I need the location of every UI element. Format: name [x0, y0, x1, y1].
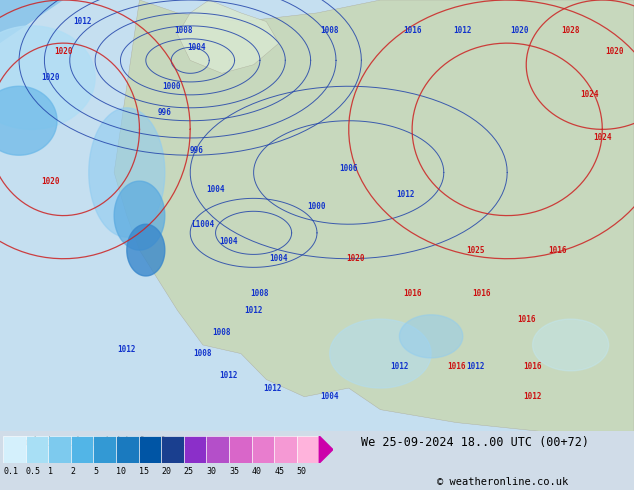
Text: 2: 2	[71, 467, 76, 476]
Text: 1012: 1012	[523, 392, 542, 401]
Text: 1012: 1012	[390, 362, 409, 371]
Bar	[93, 436, 116, 463]
Text: Precipitation (6h) [mm] ECMWF: Precipitation (6h) [mm] ECMWF	[3, 436, 210, 449]
Bar	[3, 436, 26, 463]
Polygon shape	[320, 436, 333, 463]
Text: 1020: 1020	[41, 176, 60, 186]
Text: 996: 996	[190, 147, 204, 155]
Text: 1008: 1008	[250, 289, 269, 298]
Bar	[207, 436, 229, 463]
Text: 1012: 1012	[117, 345, 136, 354]
Text: 1016: 1016	[548, 245, 567, 255]
Polygon shape	[0, 0, 63, 43]
Bar	[229, 436, 252, 463]
Text: 1012: 1012	[219, 370, 238, 380]
Text: We 25-09-2024 18..00 UTC (00+72): We 25-09-2024 18..00 UTC (00+72)	[361, 436, 590, 449]
Polygon shape	[89, 108, 165, 237]
Text: 1025: 1025	[466, 245, 485, 255]
Text: 15: 15	[139, 467, 148, 476]
Text: 1004: 1004	[206, 185, 225, 194]
Text: 1016: 1016	[447, 362, 466, 371]
Text: 1004: 1004	[320, 392, 339, 401]
Text: 1016: 1016	[403, 289, 422, 298]
Bar	[184, 436, 207, 463]
Text: 1008: 1008	[212, 327, 231, 337]
Text: 1012: 1012	[453, 25, 472, 35]
Text: 1012: 1012	[244, 306, 263, 315]
Text: 1020: 1020	[41, 73, 60, 82]
Text: 1012: 1012	[263, 384, 282, 392]
Text: 1008: 1008	[174, 25, 193, 35]
Bar	[161, 436, 184, 463]
Text: 40: 40	[252, 467, 262, 476]
Text: 1016: 1016	[403, 25, 422, 35]
Bar	[116, 436, 139, 463]
Text: 1016: 1016	[517, 315, 536, 323]
Text: 996: 996	[158, 108, 172, 117]
Bar	[252, 436, 274, 463]
Bar	[71, 436, 93, 463]
Polygon shape	[533, 319, 609, 371]
Text: 1024: 1024	[580, 90, 599, 99]
Bar	[26, 436, 48, 463]
Text: 1: 1	[48, 467, 53, 476]
Text: 30: 30	[207, 467, 216, 476]
Bar	[139, 436, 161, 463]
Text: 1020: 1020	[605, 47, 624, 56]
Text: 1024: 1024	[593, 133, 612, 143]
Text: 1000: 1000	[307, 202, 327, 212]
Text: 0.5: 0.5	[26, 467, 41, 476]
Text: L1004: L1004	[191, 220, 214, 229]
Text: 1016: 1016	[472, 289, 491, 298]
Text: 1012: 1012	[73, 17, 92, 26]
Text: © weatheronline.co.uk: © weatheronline.co.uk	[437, 477, 569, 487]
Text: 25: 25	[184, 467, 194, 476]
Text: 1020: 1020	[346, 254, 365, 263]
Text: 1028: 1028	[561, 25, 580, 35]
Bar	[48, 436, 71, 463]
Text: 5: 5	[93, 467, 98, 476]
Polygon shape	[114, 0, 634, 431]
Text: 45: 45	[274, 467, 284, 476]
Text: 1000: 1000	[162, 82, 181, 91]
Text: 1004: 1004	[219, 237, 238, 246]
Text: 1004: 1004	[269, 254, 288, 263]
Text: 1008: 1008	[193, 349, 212, 358]
Text: 1020: 1020	[54, 47, 73, 56]
Text: 1008: 1008	[320, 25, 339, 35]
Text: 20: 20	[161, 467, 171, 476]
Polygon shape	[330, 319, 431, 388]
Polygon shape	[0, 26, 95, 129]
Text: 1012: 1012	[396, 190, 415, 198]
Text: 10: 10	[116, 467, 126, 476]
Text: 1012: 1012	[466, 362, 485, 371]
Polygon shape	[178, 0, 279, 74]
Polygon shape	[0, 86, 57, 155]
Polygon shape	[399, 315, 463, 358]
Text: 1016: 1016	[523, 362, 542, 371]
Polygon shape	[127, 224, 165, 276]
Text: 35: 35	[229, 467, 239, 476]
Text: 1020: 1020	[510, 25, 529, 35]
Text: 0.1: 0.1	[3, 467, 18, 476]
Bar	[274, 436, 297, 463]
Text: 1004: 1004	[187, 43, 206, 52]
Text: 1006: 1006	[339, 164, 358, 172]
Bar	[297, 436, 320, 463]
Polygon shape	[114, 181, 165, 250]
Text: 50: 50	[297, 467, 307, 476]
